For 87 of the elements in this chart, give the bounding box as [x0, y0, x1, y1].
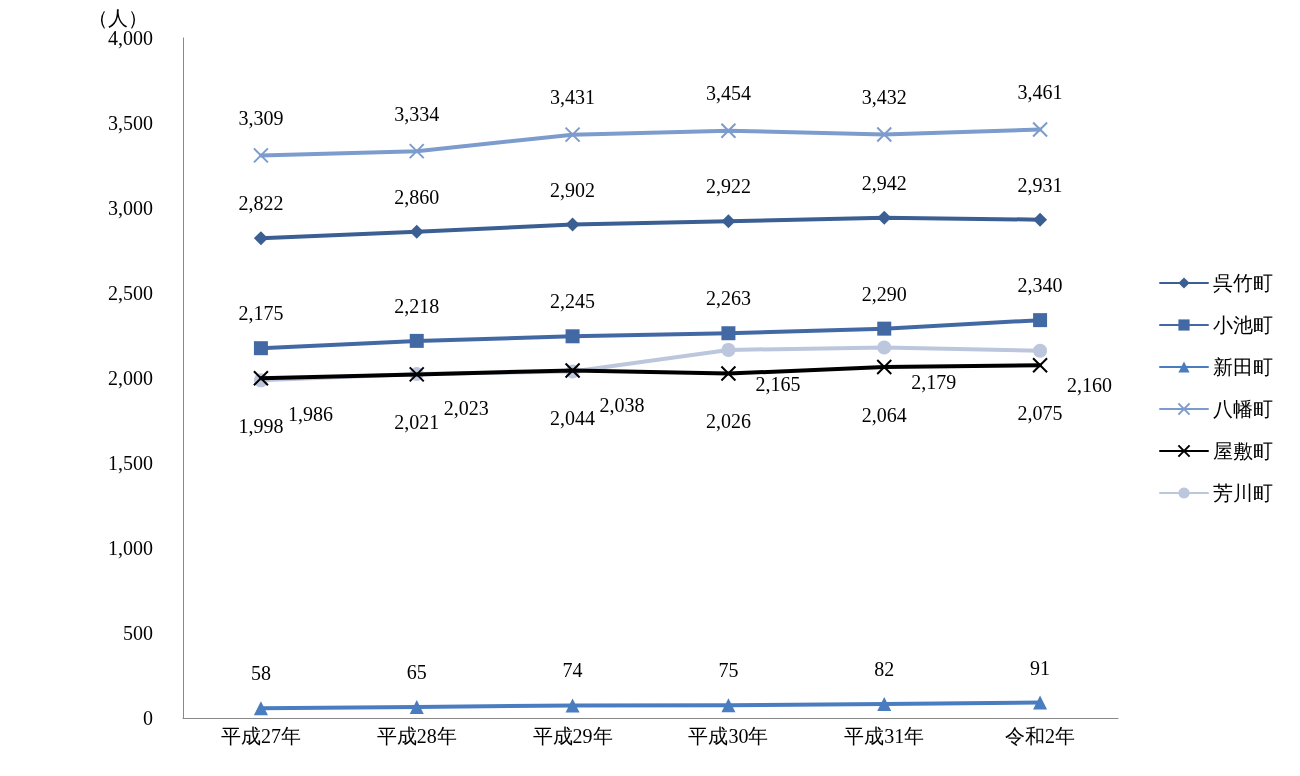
data-label: 75 — [718, 659, 739, 682]
point — [720, 365, 737, 382]
data-label: 2,822 — [238, 192, 284, 215]
data-label: 65 — [406, 660, 427, 683]
point — [1033, 313, 1048, 328]
point — [565, 217, 580, 232]
data-label: 2,218 — [394, 294, 440, 317]
data-label: 2,075 — [1017, 401, 1063, 424]
point — [408, 143, 425, 160]
legend-label: 呉竹町 — [1213, 272, 1273, 294]
data-label: 2,263 — [705, 287, 751, 310]
data-label: 3,334 — [394, 102, 440, 125]
data-label: 2,160 — [1067, 373, 1113, 396]
point — [253, 701, 268, 716]
point — [721, 342, 736, 357]
point — [409, 333, 424, 348]
point — [1032, 121, 1049, 138]
legend-label: 小池町 — [1213, 314, 1273, 336]
x-tick-label: 平成29年 — [532, 725, 613, 747]
point — [876, 359, 893, 376]
point — [409, 699, 424, 714]
point — [721, 326, 736, 341]
data-label: 2,942 — [861, 171, 907, 194]
point — [409, 224, 424, 239]
point — [252, 147, 269, 164]
data-label: 74 — [562, 659, 583, 682]
data-label: 2,860 — [394, 185, 440, 208]
point — [253, 341, 268, 356]
x-tick-label: 令和2年 — [1005, 725, 1076, 747]
data-label: 2,922 — [705, 175, 751, 198]
y-tick-label: 0 — [143, 707, 153, 729]
point — [876, 126, 893, 143]
point — [877, 321, 892, 336]
data-label: 2,175 — [238, 302, 284, 325]
point — [720, 122, 737, 139]
data-label: 2,245 — [550, 290, 596, 313]
data-label: 2,931 — [1017, 173, 1063, 196]
data-label: 2,902 — [550, 178, 596, 201]
data-label: 3,431 — [550, 86, 596, 109]
data-label: 2,021 — [394, 410, 440, 433]
data-label: 2,340 — [1017, 274, 1063, 297]
data-label: 3,454 — [705, 82, 751, 105]
y-tick-label: 1,500 — [108, 451, 153, 474]
point — [1033, 343, 1048, 358]
data-label: 2,038 — [599, 394, 645, 417]
legend-label: 新田町 — [1213, 356, 1273, 378]
data-label: 82 — [874, 658, 895, 681]
data-label: 2,165 — [755, 372, 801, 395]
point — [1033, 695, 1048, 710]
point — [564, 126, 581, 143]
y-tick-label: 1,000 — [108, 536, 153, 559]
point — [565, 698, 580, 713]
data-label: 3,309 — [238, 106, 284, 129]
y-tick-label: 2,500 — [108, 281, 153, 304]
x-tick-label: 平成31年 — [844, 725, 925, 747]
point — [877, 340, 892, 355]
point — [721, 214, 736, 229]
data-label: 3,461 — [1017, 81, 1063, 104]
x-tick-label: 平成27年 — [220, 725, 301, 747]
data-label: 91 — [1030, 656, 1051, 679]
point — [877, 697, 892, 712]
data-label: 2,026 — [705, 410, 751, 433]
legend-label: 屋敷町 — [1213, 440, 1273, 462]
data-label: 2,290 — [861, 282, 907, 305]
legend-label: 八幡町 — [1213, 398, 1273, 420]
data-label: 58 — [250, 662, 271, 685]
data-label: 2,179 — [911, 370, 957, 393]
x-tick-label: 平成28年 — [376, 725, 457, 747]
y-axis-title: （人） — [88, 7, 148, 29]
point — [721, 698, 736, 713]
x-tick-label: 平成30年 — [688, 725, 769, 747]
data-label: 2,044 — [550, 406, 596, 429]
data-label: 2,064 — [861, 403, 907, 426]
y-tick-label: 500 — [123, 621, 153, 644]
y-tick-label: 3,500 — [108, 111, 153, 134]
y-tick-label: 3,000 — [108, 196, 153, 219]
point — [1033, 212, 1048, 227]
y-tick-label: 2,000 — [108, 366, 153, 389]
legend-label: 芳川町 — [1213, 482, 1273, 504]
data-label: 2,023 — [443, 397, 489, 420]
data-label: 1,998 — [238, 414, 284, 437]
point — [565, 329, 580, 344]
point — [253, 231, 268, 246]
point — [1032, 357, 1049, 374]
data-label: 1,986 — [287, 403, 333, 426]
data-label: 3,432 — [861, 85, 907, 108]
point — [877, 210, 892, 225]
